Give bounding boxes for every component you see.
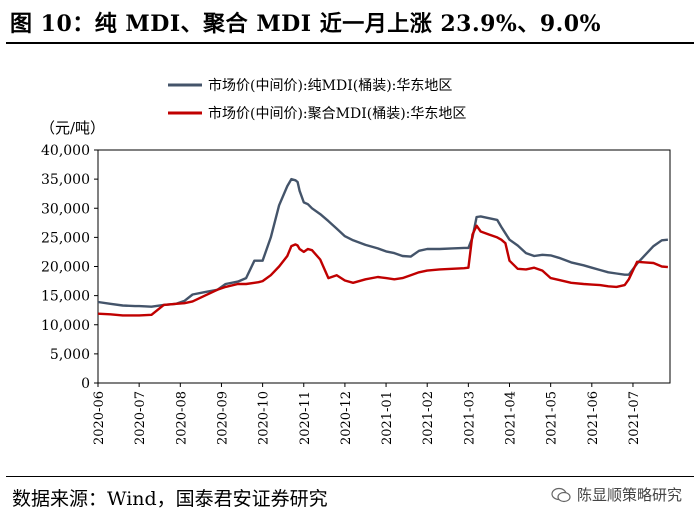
y-tick-label: 40,000 <box>41 143 90 159</box>
x-tick-label: 2021-07 <box>627 391 642 445</box>
x-tick-label: 2020-06 <box>92 391 107 445</box>
wechat-icon <box>551 487 571 502</box>
x-tick-label: 2021-01 <box>380 391 395 445</box>
watermark-text: 陈显顺策略研究 <box>576 486 682 504</box>
y-tick-label: 10,000 <box>41 318 90 334</box>
y-tick-label: 35,000 <box>41 172 90 188</box>
x-tick-label: 2020-10 <box>257 391 272 445</box>
y-tick-label: 5,000 <box>50 347 90 363</box>
legend-label-2: 市场价(中间价):聚合MDI(桶装):华东地区 <box>208 105 466 122</box>
series-line-1 <box>97 177 669 308</box>
x-tick-label: 2020-12 <box>339 391 354 445</box>
x-tick-label: 2020-08 <box>174 391 189 445</box>
series-layer <box>97 177 669 317</box>
series-line-2 <box>97 224 669 317</box>
line-chart: 0 5,000 10,000 15,000 20,000 25,000 30,000 35,0… <box>40 77 671 445</box>
y-tick-label: 25,000 <box>41 230 90 246</box>
source-note: 数据来源：Wind，国泰君安证券研究 <box>12 488 328 510</box>
x-tick-label: 2021-03 <box>462 391 477 445</box>
y-tick-label: 15,000 <box>41 289 90 305</box>
y-tick-label: 30,000 <box>41 201 90 217</box>
x-axis: 2020-06 2020-07 2020-08 2020-09 2020-10 2020-… <box>92 383 642 445</box>
x-tick-label: 2020-07 <box>133 391 148 445</box>
x-tick-label: 2020-09 <box>215 391 230 445</box>
x-tick-label: 2021-05 <box>545 391 560 445</box>
y-axis: 0 5,000 10,000 15,000 20,000 25,000 30,000 35,0… <box>41 143 98 392</box>
footer-divider <box>6 476 694 477</box>
watermark: 陈显顺策略研究 <box>551 484 682 505</box>
title-divider <box>6 42 694 44</box>
x-tick-label: 2021-06 <box>586 391 601 445</box>
x-tick-label: 2021-02 <box>421 391 436 445</box>
x-tick-label: 2020-11 <box>298 391 313 445</box>
y-axis-label: （元/吨） <box>40 119 105 137</box>
figure-title: 图 10：纯 MDI、聚合 MDI 近一月上涨 23.9%、9.0% <box>10 11 602 37</box>
x-tick-label: 2021-04 <box>504 391 519 445</box>
y-tick-label: 20,000 <box>41 260 90 276</box>
chart-legend: 市场价(中间价):纯MDI(桶装):华东地区市场价(中间价):聚合MDI(桶装)… <box>168 77 466 122</box>
legend-label-1: 市场价(中间价):纯MDI(桶装):华东地区 <box>208 77 452 94</box>
y-tick-label: 0 <box>81 376 90 392</box>
